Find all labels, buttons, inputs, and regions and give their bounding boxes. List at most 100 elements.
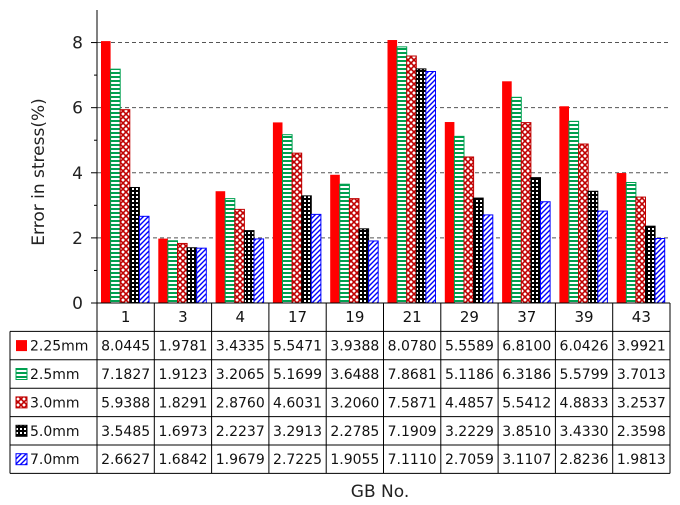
bar-5.0mm-gb-21 (415, 68, 427, 304)
bar-2.5mm-gb-1 (110, 68, 121, 304)
data-label: 5.5412 (502, 395, 551, 411)
data-label: 1.9813 (617, 452, 666, 468)
legend-swatch-2.25mm (16, 340, 27, 352)
data-label: 2.7225 (273, 452, 322, 468)
legend-swatch-2.5mm (15, 368, 28, 380)
bar-7.0mm-gb-3 (196, 247, 207, 304)
y-tick-label: 6 (72, 99, 83, 119)
data-label: 3.7013 (617, 367, 666, 383)
data-label: 7.1110 (388, 452, 437, 468)
bar-3.0mm-gb-19 (348, 198, 360, 304)
x-category-label: 4 (235, 308, 245, 326)
bar-2.25mm-gb-39 (559, 106, 569, 303)
bar-2.25mm-gb-43 (616, 173, 627, 303)
y-tick-label: 0 (72, 294, 83, 314)
bar-3.0mm-gb-3 (177, 242, 188, 304)
data-label: 3.9388 (330, 339, 379, 355)
bar-7.0mm-gb-19 (368, 240, 379, 304)
bar-7.0mm-gb-1 (138, 215, 150, 304)
bar-3.0mm-gb-43 (635, 196, 647, 304)
data-label: 3.9921 (617, 339, 666, 355)
data-label: 1.6973 (158, 424, 207, 440)
bar-3.0mm-gb-29 (463, 156, 475, 304)
legend-swatch-5.0mm (15, 424, 28, 437)
bar-3.0mm-gb-1 (119, 109, 131, 304)
data-label: 1.8291 (158, 395, 207, 411)
bar-5.0mm-gb-17 (301, 195, 312, 304)
legend-swatch-7.0mm (15, 453, 28, 466)
bar-7.0mm-gb-39 (597, 210, 608, 304)
data-label: 1.9123 (158, 367, 207, 383)
data-label: 7.1909 (388, 424, 437, 440)
axes: 0 2 4 6 8 (72, 10, 98, 314)
x-category-label: 37 (517, 308, 536, 326)
bar-5.0mm-gb-4 (243, 230, 255, 304)
data-label: 3.2537 (617, 395, 666, 411)
data-label: 1.6842 (158, 452, 207, 468)
data-label: 7.1827 (101, 367, 150, 383)
bar-3.0mm-gb-39 (578, 143, 589, 304)
bar-2.5mm-gb-3 (167, 240, 178, 304)
x-category-label: 19 (345, 308, 364, 326)
bar-7.0mm-gb-21 (425, 70, 436, 304)
bar-5.0mm-gb-29 (473, 197, 484, 304)
bar-2.5mm-gb-4 (224, 198, 236, 304)
bar-5.0mm-gb-3 (186, 247, 198, 304)
bar-7.0mm-gb-17 (310, 213, 322, 304)
bar-7.0mm-gb-43 (654, 237, 666, 304)
bar-5.0mm-gb-19 (358, 228, 370, 304)
bar-2.25mm-gb-1 (101, 41, 111, 303)
legend-label: 2.5mm (30, 367, 80, 383)
y-tick-label: 4 (72, 164, 83, 184)
data-label: 2.8760 (216, 395, 265, 411)
data-label: 8.0780 (388, 339, 437, 355)
data-label: 3.8510 (502, 424, 551, 440)
data-label: 2.6627 (101, 452, 150, 468)
bar-2.5mm-gb-17 (282, 134, 293, 304)
data-label: 1.9781 (158, 339, 207, 355)
y-axis-title: Error in stress(%) (29, 98, 49, 245)
data-label: 6.0426 (560, 339, 609, 355)
data-label: 7.8681 (388, 367, 437, 383)
data-label: 4.4857 (445, 395, 494, 411)
data-label: 2.8236 (560, 452, 609, 468)
bar-2.5mm-gb-37 (511, 96, 522, 304)
legend-label: 5.0mm (30, 424, 80, 440)
data-label: 5.9388 (101, 395, 150, 411)
data-label: 3.2913 (273, 424, 322, 440)
data-label: 2.3598 (617, 424, 666, 440)
data-label: 2.7059 (445, 452, 494, 468)
legend-label: 3.0mm (30, 395, 80, 411)
x-category-label: 39 (575, 308, 594, 326)
bar-2.5mm-gb-43 (625, 182, 637, 304)
x-category-label: 17 (288, 308, 307, 326)
data-label: 5.5799 (560, 367, 609, 383)
data-label: 1.9679 (216, 452, 265, 468)
data-label: 6.3186 (502, 367, 551, 383)
bar-2.25mm-gb-19 (330, 174, 340, 303)
bar-2.25mm-gb-37 (502, 81, 512, 304)
data-label: 3.4335 (216, 339, 265, 355)
bar-2.25mm-gb-4 (215, 191, 226, 303)
data-label: 5.1699 (273, 367, 322, 383)
bar-5.0mm-gb-1 (129, 186, 140, 304)
data-label: 6.8100 (502, 339, 551, 355)
x-category-label: 43 (632, 308, 651, 326)
bar-7.0mm-gb-4 (253, 238, 265, 304)
y-tick-label: 2 (72, 229, 83, 249)
data-label: 3.6488 (330, 367, 379, 383)
bar-7.0mm-gb-37 (540, 201, 551, 304)
x-category-label: 21 (403, 308, 422, 326)
data-label: 5.1186 (445, 367, 494, 383)
bar-5.0mm-gb-43 (645, 225, 656, 304)
bar-2.5mm-gb-29 (453, 135, 465, 304)
bar-5.0mm-gb-37 (530, 177, 542, 304)
data-label: 3.1107 (502, 452, 551, 468)
legend-swatch-3.0mm (15, 396, 28, 409)
bar-3.0mm-gb-37 (520, 122, 532, 304)
data-label: 2.2237 (216, 424, 265, 440)
bar-5.0mm-gb-39 (587, 190, 599, 304)
data-label: 7.5871 (388, 395, 437, 411)
data-label: 4.6031 (273, 395, 322, 411)
